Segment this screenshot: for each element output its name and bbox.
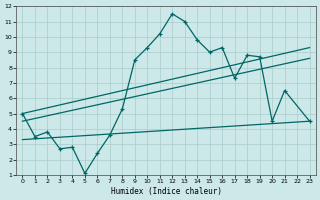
X-axis label: Humidex (Indice chaleur): Humidex (Indice chaleur): [110, 187, 221, 196]
